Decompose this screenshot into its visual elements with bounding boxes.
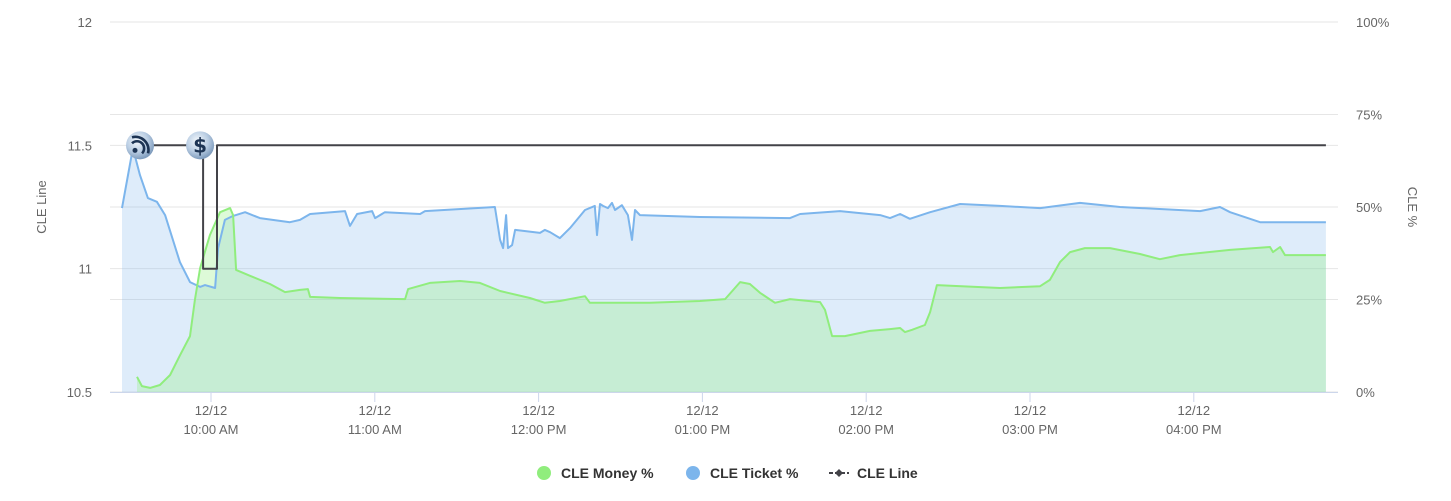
y-right-tick-label: 100% [1356, 15, 1390, 30]
flags: $ [126, 131, 215, 160]
legend: CLE Money % CLE Ticket % CLE Line [537, 465, 918, 481]
x-tick-date: 12/12 [850, 403, 883, 418]
legend-money-symbol [537, 466, 551, 480]
y-right-tick-label: 25% [1356, 293, 1382, 308]
legend-item-line[interactable]: CLE Line [829, 465, 918, 481]
x-tick-date: 12/12 [1178, 403, 1211, 418]
legend-line-diamond [835, 469, 843, 477]
x-tick-date: 12/12 [359, 403, 392, 418]
x-tick-time: 10:00 AM [184, 422, 239, 437]
y-right-tick-label: 0% [1356, 385, 1375, 400]
legend-line-label: CLE Line [857, 465, 918, 481]
y-right-tick-label: 50% [1356, 200, 1382, 215]
y-left-tick-label: 12 [78, 15, 92, 30]
legend-money-label: CLE Money % [561, 465, 654, 481]
y-axis-right-title: CLE % [1405, 187, 1420, 228]
cle-money-line[interactable] [136, 207, 1326, 389]
series-areas [122, 148, 1326, 392]
x-tick-time: 02:00 PM [838, 422, 894, 437]
cle-money-area [137, 208, 1326, 392]
x-tick-date: 12/12 [1014, 403, 1047, 418]
x-tick-time: 11:00 AM [348, 422, 402, 437]
legend-item-ticket[interactable]: CLE Ticket % [686, 465, 799, 481]
y-axis-left: 10.5 11 11.5 12 [67, 15, 92, 400]
y-left-tick-label: 11 [79, 262, 93, 277]
y-axis-right: 0% 25% 50% 75% 100% [1356, 15, 1390, 400]
dollar-icon[interactable]: $ [186, 131, 215, 160]
x-tick-date: 12/12 [522, 403, 555, 418]
cle-ticket-line[interactable] [121, 147, 1326, 289]
cle-ticket-area [122, 148, 1326, 392]
y-left-tick-label: 10.5 [67, 385, 92, 400]
x-tick-time: 03:00 PM [1002, 422, 1058, 437]
x-tick-date: 12/12 [686, 403, 719, 418]
x-tick-time: 12:00 PM [511, 422, 567, 437]
legend-ticket-symbol [686, 466, 700, 480]
y-axis-left-title: CLE Line [34, 180, 49, 233]
x-tick-date: 12/12 [195, 403, 228, 418]
y-left-tick-label: 11.5 [68, 138, 92, 153]
x-tick-time: 04:00 PM [1166, 422, 1222, 437]
legend-ticket-label: CLE Ticket % [710, 465, 799, 481]
rss-icon[interactable] [126, 131, 155, 160]
svg-text:$: $ [193, 133, 207, 157]
x-axis: 12/12 10:00 AM 12/12 11:00 AM 12/12 12:00 PM 1… [110, 392, 1338, 437]
x-tick-time: 01:00 PM [675, 422, 731, 437]
legend-item-money[interactable]: CLE Money % [537, 465, 654, 481]
y-right-tick-label: 75% [1356, 108, 1382, 123]
